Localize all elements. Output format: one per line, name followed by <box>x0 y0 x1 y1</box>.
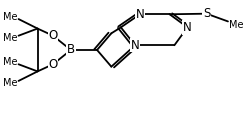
Text: B: B <box>67 43 75 57</box>
Text: Me: Me <box>3 57 17 67</box>
Text: N: N <box>136 8 144 21</box>
Text: N: N <box>183 21 192 34</box>
Text: O: O <box>48 58 58 71</box>
Text: Me: Me <box>3 12 17 22</box>
Text: N: N <box>131 39 139 52</box>
Text: S: S <box>203 7 210 20</box>
Text: O: O <box>48 29 58 42</box>
Text: Me: Me <box>229 20 244 30</box>
Text: Me: Me <box>3 33 17 43</box>
Text: Me: Me <box>3 78 17 88</box>
